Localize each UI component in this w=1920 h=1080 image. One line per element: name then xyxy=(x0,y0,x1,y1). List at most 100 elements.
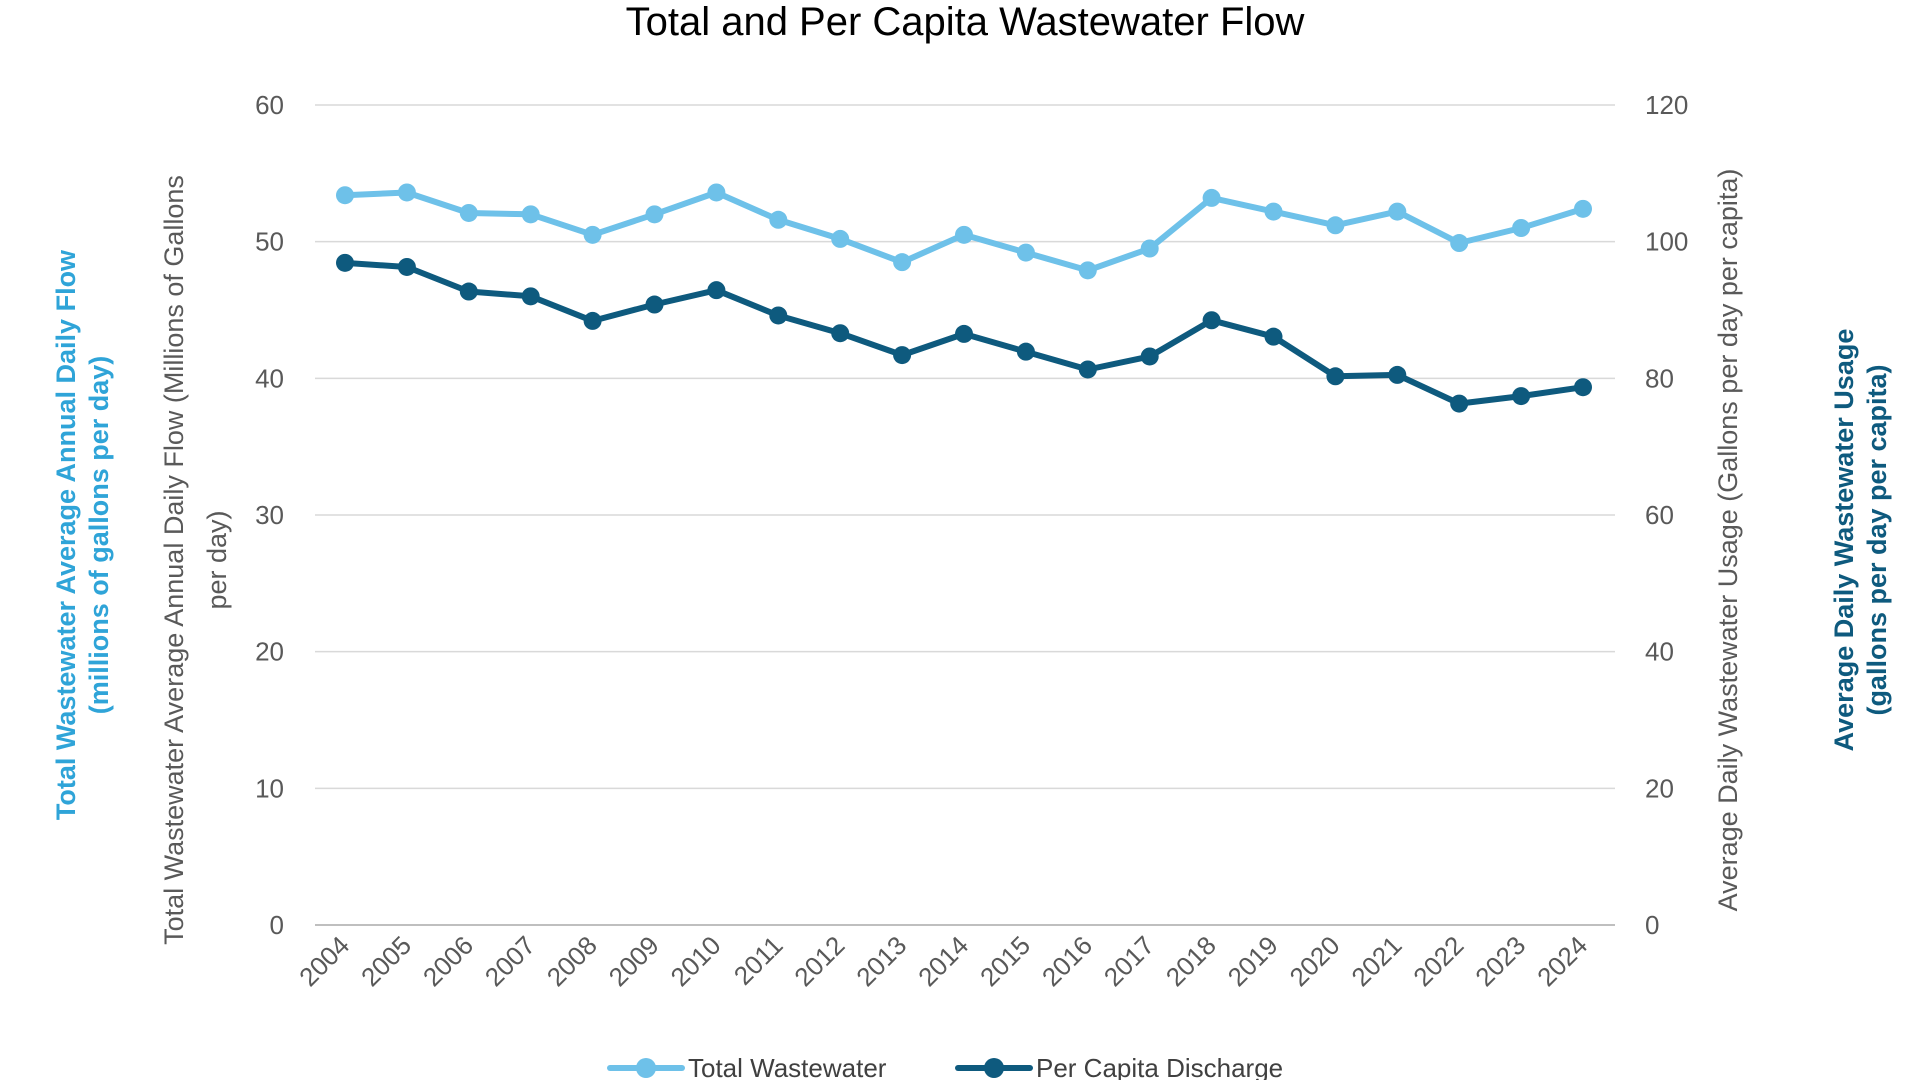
left-axis-title-line1: Total Wastewater Average Annual Daily Fl… xyxy=(159,175,189,945)
right-axis-tick-label: 20 xyxy=(1645,773,1674,803)
data-point xyxy=(893,253,912,272)
right-axis-tick-label: 0 xyxy=(1645,910,1659,940)
x-axis-tick-label: 2022 xyxy=(1407,930,1469,992)
legend-marker-per-capita-discharge xyxy=(984,1058,1004,1078)
x-axis-tick-label: 2008 xyxy=(541,930,603,992)
right-axis-tick-label: 40 xyxy=(1645,637,1674,667)
data-point xyxy=(1388,365,1407,384)
data-point xyxy=(955,225,973,244)
right-axis-ticks: 0 20 40 60 80 100 120 xyxy=(1645,90,1688,940)
data-point xyxy=(769,210,788,229)
data-point xyxy=(645,205,664,224)
series-total-wastewater xyxy=(336,183,1592,280)
x-axis-tick-label: 2024 xyxy=(1531,930,1593,992)
data-point xyxy=(1140,347,1159,366)
data-point xyxy=(1264,202,1283,221)
data-point xyxy=(1326,216,1345,235)
x-axis-tick-label: 2012 xyxy=(788,930,850,992)
data-point xyxy=(583,311,602,330)
x-axis-tick-label: 2015 xyxy=(974,930,1036,992)
x-axis-tick-label: 2006 xyxy=(417,930,479,992)
left-axis-title-blue-line2: (millions of gallons per day) xyxy=(84,356,114,715)
left-axis-tick-label: 30 xyxy=(255,500,284,530)
legend-marker-total-wastewater xyxy=(636,1058,656,1078)
x-axis-tick-label: 2021 xyxy=(1345,930,1407,992)
series-layer xyxy=(336,183,1592,413)
data-point xyxy=(1574,378,1592,397)
legend: Total Wastewater Per Capita Discharge xyxy=(607,1053,1283,1080)
left-axis-tick-label: 20 xyxy=(255,637,284,667)
data-point xyxy=(397,183,416,202)
data-point xyxy=(459,203,478,222)
data-point xyxy=(645,295,664,314)
x-axis-tick-label: 2013 xyxy=(850,930,912,992)
x-axis-tick-label: 2010 xyxy=(665,930,727,992)
x-axis-tick-label: 2018 xyxy=(1160,930,1222,992)
x-axis-tick-label: 2017 xyxy=(1098,930,1160,992)
data-point xyxy=(1202,188,1221,207)
left-axis-tick-label: 0 xyxy=(270,910,284,940)
left-axis-tick-label: 60 xyxy=(255,90,284,120)
data-point xyxy=(707,183,726,202)
data-point xyxy=(1574,199,1592,218)
left-axis-ticks: 0 10 20 30 40 50 60 xyxy=(255,90,284,940)
right-axis-tick-label: 100 xyxy=(1645,227,1688,257)
legend-label-per-capita-discharge: Per Capita Discharge xyxy=(1036,1053,1283,1080)
data-point xyxy=(1078,360,1097,379)
x-axis-tick-label: 2023 xyxy=(1469,930,1531,992)
data-point xyxy=(831,324,850,343)
x-axis-tick-label: 2014 xyxy=(912,930,974,992)
x-axis-tick-label: 2007 xyxy=(479,930,541,992)
data-point xyxy=(1388,202,1407,221)
left-axis-title-line2: per day) xyxy=(202,510,232,609)
data-point xyxy=(1264,327,1283,346)
data-point xyxy=(707,281,726,300)
data-point xyxy=(1078,261,1097,280)
x-axis-ticks: 2004 2005 2006 2007 2008 2009 2010 2011 2012 2013… xyxy=(293,930,1593,992)
legend-item-per-capita-discharge: Per Capita Discharge xyxy=(955,1053,1283,1080)
right-axis-tick-label: 60 xyxy=(1645,500,1674,530)
x-axis-tick-label: 2009 xyxy=(603,930,665,992)
data-point xyxy=(397,257,416,276)
data-point xyxy=(336,253,354,272)
left-axis-tick-label: 40 xyxy=(255,363,284,393)
x-axis-tick-label: 2004 xyxy=(293,930,355,992)
data-point xyxy=(1512,387,1531,406)
data-point xyxy=(1512,219,1531,237)
data-point xyxy=(1326,367,1345,386)
data-point xyxy=(955,324,973,343)
data-point xyxy=(1140,239,1159,258)
series-per-capita-discharge xyxy=(336,253,1592,413)
data-point xyxy=(893,346,912,365)
data-point xyxy=(1016,243,1035,262)
legend-label-total-wastewater: Total Wastewater xyxy=(688,1053,887,1080)
chart-title: Total and Per Capita Wastewater Flow xyxy=(626,0,1305,44)
right-axis-title-blue-line1: Average Daily Wastewater Usage xyxy=(1829,329,1859,752)
data-point xyxy=(459,282,478,301)
data-point xyxy=(831,229,850,248)
x-axis-tick-label: 2005 xyxy=(355,930,417,992)
left-axis-title-blue-line1: Total Wastewater Average Annual Daily Fl… xyxy=(51,249,81,820)
data-point xyxy=(521,205,540,224)
x-axis-tick-label: 2011 xyxy=(728,930,789,991)
legend-item-total-wastewater: Total Wastewater xyxy=(607,1053,887,1080)
data-point xyxy=(1016,342,1035,361)
data-point xyxy=(1450,394,1469,413)
data-point xyxy=(336,186,354,205)
data-point xyxy=(521,287,540,306)
data-point xyxy=(1450,234,1469,253)
right-axis-title: Average Daily Wastewater Usage (Gallons … xyxy=(1713,169,1743,912)
right-axis-title-blue-line2: (gallons per day per capita) xyxy=(1862,364,1892,715)
right-axis-tick-label: 120 xyxy=(1645,90,1688,120)
left-axis-tick-label: 10 xyxy=(255,773,284,803)
data-point xyxy=(1202,311,1221,330)
x-axis-tick-label: 2016 xyxy=(1036,930,1098,992)
x-axis-tick-label: 2019 xyxy=(1222,930,1284,992)
x-axis-tick-label: 2020 xyxy=(1284,930,1346,992)
left-axis-tick-label: 50 xyxy=(255,227,284,257)
right-axis-tick-label: 80 xyxy=(1645,363,1674,393)
data-point xyxy=(769,306,788,325)
data-point xyxy=(583,225,602,244)
